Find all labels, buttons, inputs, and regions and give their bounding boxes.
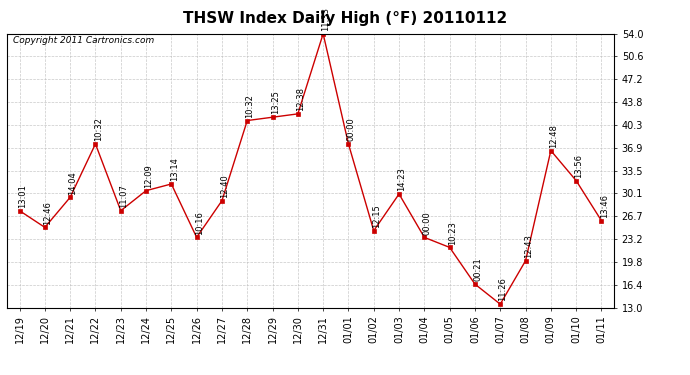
Text: 12:46: 12:46 <box>43 201 52 225</box>
Text: 14:04: 14:04 <box>68 171 77 195</box>
Text: 10:23: 10:23 <box>448 221 457 245</box>
Text: 13:25: 13:25 <box>271 90 280 114</box>
Text: 12:48: 12:48 <box>549 124 558 148</box>
Text: 00:00: 00:00 <box>347 117 356 141</box>
Text: 10:16: 10:16 <box>195 211 204 235</box>
Text: 12:09: 12:09 <box>144 164 153 188</box>
Text: 12:15: 12:15 <box>372 204 381 228</box>
Text: THSW Index Daily High (°F) 20110112: THSW Index Daily High (°F) 20110112 <box>183 11 507 26</box>
Text: 12:38: 12:38 <box>296 87 305 111</box>
Text: 11:33: 11:33 <box>322 7 331 31</box>
Text: 12:40: 12:40 <box>220 174 229 198</box>
Text: Copyright 2011 Cartronics.com: Copyright 2011 Cartronics.com <box>13 36 155 45</box>
Text: 13:56: 13:56 <box>575 154 584 178</box>
Text: 10:32: 10:32 <box>246 94 255 118</box>
Text: 14:23: 14:23 <box>397 167 406 191</box>
Text: 13:01: 13:01 <box>18 184 27 208</box>
Text: 11:26: 11:26 <box>499 278 508 302</box>
Text: 13:46: 13:46 <box>600 194 609 218</box>
Text: 10:32: 10:32 <box>94 117 103 141</box>
Text: 00:21: 00:21 <box>473 258 482 281</box>
Text: 11:07: 11:07 <box>119 184 128 208</box>
Text: 00:00: 00:00 <box>423 211 432 235</box>
Text: 13:14: 13:14 <box>170 158 179 181</box>
Text: 12:43: 12:43 <box>524 234 533 258</box>
